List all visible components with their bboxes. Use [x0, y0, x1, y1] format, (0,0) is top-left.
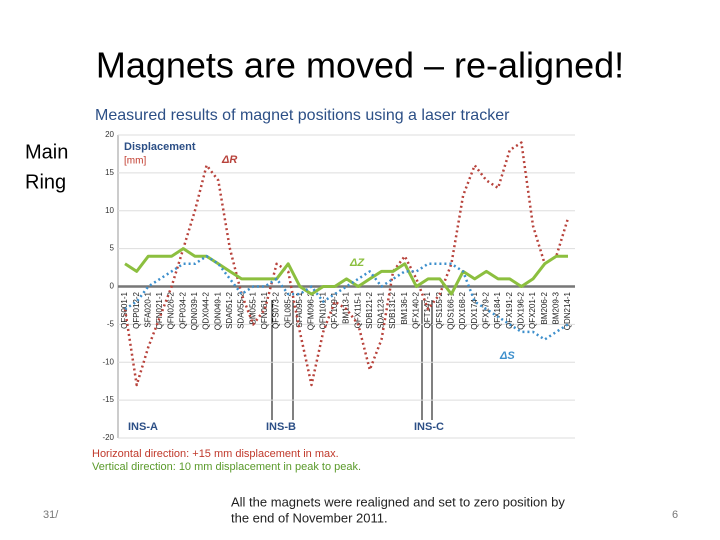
x-tick-label: QDN214-1 — [563, 291, 572, 330]
x-tick-label: QDS166-1 — [447, 291, 456, 329]
annotation: INS-B — [266, 421, 296, 433]
chart-title: Measured results of magnet positions usi… — [95, 107, 510, 124]
x-tick-label: QFX115-1 — [353, 291, 362, 328]
y-label: Displacement — [124, 141, 196, 153]
x-tick-label: QFX140-2 — [412, 291, 421, 328]
x-tick-label: QFX201-1 — [528, 291, 537, 328]
side-label: Ring — [25, 171, 66, 193]
annotation: INS-C — [414, 421, 444, 433]
x-tick-label: SDB131-2 — [388, 291, 397, 328]
y-tick-label: 0 — [110, 282, 115, 291]
x-tick-label: QFX184-1 — [493, 291, 502, 328]
caption: Horizontal direction: +15 mm displacemen… — [92, 448, 339, 460]
y-tick-label: 5 — [110, 244, 115, 253]
note: All the magnets were realigned and set t… — [231, 494, 565, 509]
x-tick-label: QFN061-1 — [260, 291, 269, 329]
x-tick-label: BM206-2 — [540, 291, 549, 324]
x-tick-label: SDA055-2 — [237, 291, 246, 328]
series-line — [124, 247, 568, 296]
x-tick-label: QDX044-2 — [202, 291, 211, 329]
x-tick-label: QFX179-2 — [482, 291, 491, 328]
x-tick-label: QFP034-2 — [178, 291, 187, 328]
x-tick-label: QFM096-2 — [307, 291, 316, 330]
y-tick-label: -15 — [102, 395, 114, 404]
y-tick-label: -20 — [102, 433, 114, 442]
series-line — [123, 141, 570, 387]
series-line — [124, 254, 569, 341]
caption: Vertical direction: 10 mm displacement i… — [92, 461, 361, 473]
footer: 31/ — [43, 509, 59, 521]
page-number: 6 — [672, 509, 678, 521]
y-tick-label: -10 — [102, 357, 114, 366]
x-tick-label: QFX109-1 — [330, 291, 339, 328]
x-tick-label: QFS155-2 — [435, 291, 444, 328]
x-tick-label: QFP012-2 — [132, 291, 141, 328]
x-tick-label: QDX168-2 — [458, 291, 467, 329]
y-unit: [mm] — [124, 156, 146, 167]
x-tick-label: QFN021-1 — [155, 291, 164, 329]
y-tick-label: 10 — [105, 206, 114, 215]
x-tick-label: BM209-3 — [551, 291, 560, 324]
x-tick-label: BM055-1 — [248, 291, 257, 324]
x-tick-label: QFL085-2 — [283, 291, 292, 328]
x-tick-label: QFN026-2 — [167, 291, 176, 329]
y-tick-label: 20 — [105, 130, 114, 139]
x-tick-label: SDA123-1 — [377, 291, 386, 328]
x-tick-label: QDN049-1 — [213, 291, 222, 330]
x-tick-label: QDN039-1 — [190, 291, 199, 330]
x-tick-label: SDB121-2 — [365, 291, 374, 328]
x-tick-label: BM136-1 — [400, 291, 409, 324]
x-tick-label: SFA020-1 — [143, 291, 152, 327]
x-tick-label: QDX174-1 — [470, 291, 479, 329]
series-label: ΔZ — [349, 257, 365, 269]
y-tick-label: -5 — [107, 319, 115, 328]
x-tick-label: SFA095-1 — [295, 291, 304, 327]
x-tick-label: QFX191-2 — [505, 291, 514, 328]
series-label: ΔR — [221, 154, 237, 166]
side-label: Main — [25, 141, 68, 163]
y-tick-label: 15 — [105, 168, 114, 177]
x-tick-label: QFN101-1 — [318, 291, 327, 329]
note: the end of November 2011. — [231, 510, 388, 525]
x-tick-label: QFS073-2 — [272, 291, 281, 328]
slide-title: Magnets are moved – re-aligned! — [96, 45, 624, 86]
series-label: ΔS — [499, 350, 515, 362]
x-tick-label: SDA051-2 — [225, 291, 234, 328]
x-tick-label: QDX196-2 — [516, 291, 525, 329]
annotation: INS-A — [128, 421, 158, 433]
